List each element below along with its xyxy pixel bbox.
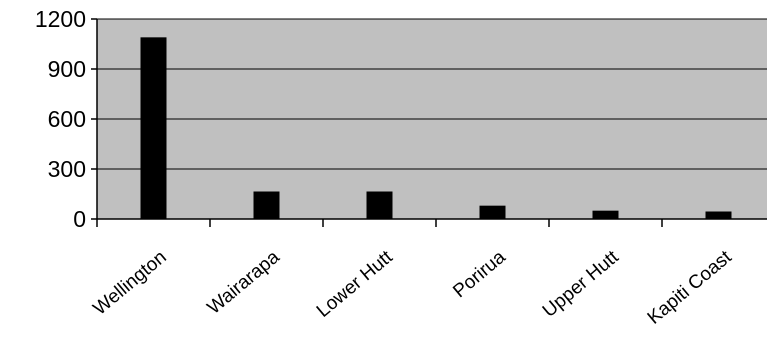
y-tick-label: 600 — [48, 106, 86, 132]
bar-wellington — [141, 37, 167, 219]
bar-porirua — [480, 206, 506, 219]
y-axis-ticks: 0 300 600 900 1200 — [35, 6, 97, 232]
y-tick-label: 300 — [48, 156, 86, 182]
bar-wairarapa — [254, 192, 280, 220]
x-axis-ticks: Wellington Wairarapa Lower Hutt Porirua Uppe… — [90, 219, 737, 329]
y-tick-label: 1200 — [35, 6, 86, 32]
y-tick-label: 900 — [48, 56, 86, 82]
y-tick-label: 0 — [73, 206, 86, 232]
x-category-label: Wellington — [90, 247, 171, 320]
x-category-label: Kapiti Coast — [644, 246, 737, 328]
x-category-label: Porirua — [449, 246, 510, 302]
x-category-label: Wairarapa — [204, 246, 284, 318]
bar-upper-hutt — [593, 211, 619, 219]
x-category-label: Lower Hutt — [313, 246, 397, 322]
bar-kapiti-coast — [706, 212, 732, 220]
x-category-label: Upper Hutt — [539, 246, 623, 322]
bar-lower-hutt — [367, 192, 393, 220]
